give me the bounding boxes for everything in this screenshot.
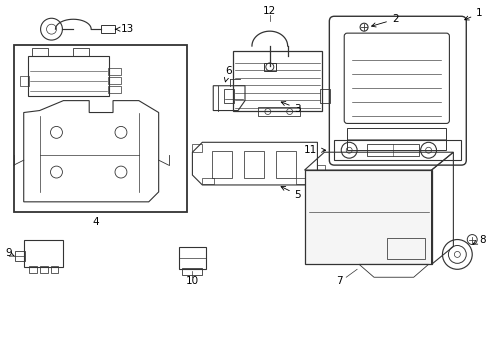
Bar <box>244 151 264 178</box>
Bar <box>178 247 206 269</box>
Text: 7: 7 <box>336 276 343 286</box>
Text: 2: 2 <box>371 14 398 27</box>
Bar <box>193 144 202 152</box>
Text: 1: 1 <box>465 8 483 20</box>
Text: 8: 8 <box>473 234 486 244</box>
Text: 10: 10 <box>186 276 199 286</box>
Bar <box>334 140 461 160</box>
Bar <box>28 56 109 96</box>
Text: 11: 11 <box>304 145 326 155</box>
Bar <box>108 77 121 84</box>
Bar <box>15 251 24 261</box>
Bar <box>182 268 202 275</box>
Bar <box>32 48 48 56</box>
Bar <box>74 48 89 56</box>
Bar <box>50 266 58 273</box>
Bar <box>295 178 308 184</box>
Bar <box>224 89 234 103</box>
Bar <box>14 45 188 212</box>
Bar <box>320 89 330 103</box>
Text: 5: 5 <box>281 186 301 200</box>
Bar <box>264 63 276 71</box>
Text: 6: 6 <box>224 66 231 82</box>
Bar <box>367 144 418 156</box>
FancyBboxPatch shape <box>329 16 466 165</box>
Bar <box>108 86 121 93</box>
Bar <box>40 266 48 273</box>
Bar <box>202 178 214 184</box>
Text: 12: 12 <box>263 6 276 16</box>
Bar <box>212 151 232 178</box>
Bar <box>29 266 37 273</box>
Bar <box>101 25 115 33</box>
Text: 4: 4 <box>93 217 99 227</box>
Text: 3: 3 <box>281 102 301 113</box>
Bar <box>258 107 299 117</box>
Text: 13: 13 <box>115 24 134 34</box>
Bar <box>347 129 446 150</box>
Bar <box>20 76 29 86</box>
Bar <box>24 239 63 267</box>
Text: 9: 9 <box>5 248 15 258</box>
Bar <box>233 51 322 111</box>
Bar <box>318 165 325 175</box>
Bar <box>305 170 432 264</box>
Bar <box>108 68 121 75</box>
Bar <box>276 151 295 178</box>
Bar <box>387 238 425 260</box>
